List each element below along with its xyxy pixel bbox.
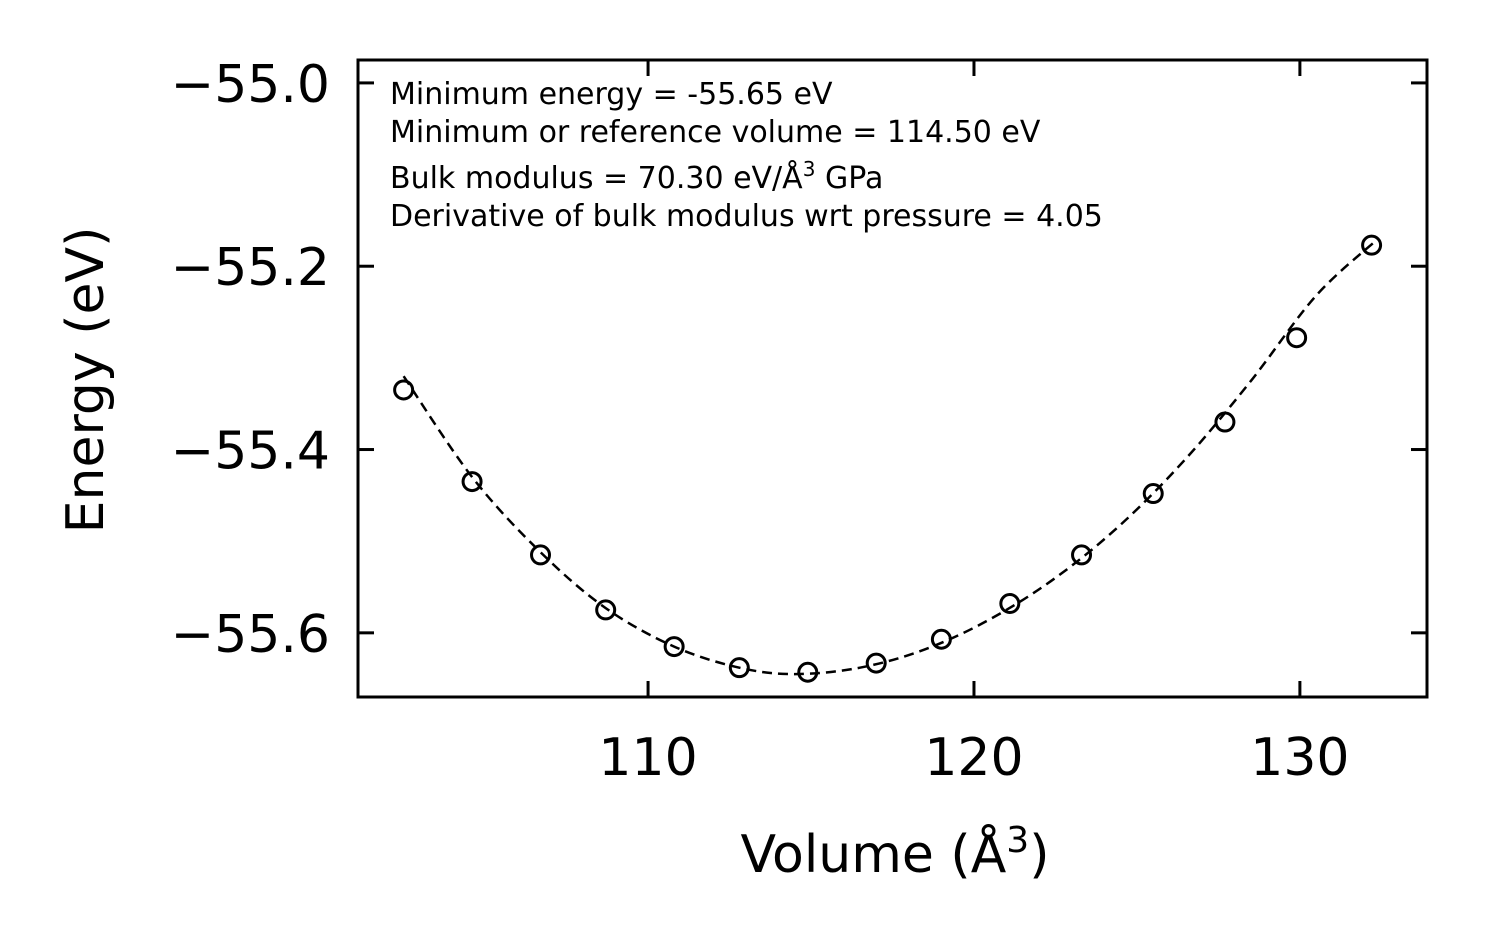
annotation-bulk-modulus-text: Bulk modulus = 70.30 eV/Å bbox=[390, 160, 803, 196]
y-tick-label: −55.0 bbox=[171, 55, 330, 115]
x-ticks: 110 120 130 bbox=[598, 60, 1350, 788]
x-axis-title: Volume (Å3) bbox=[741, 820, 1050, 885]
annotation-derivative: Derivative of bulk modulus wrt pressure … bbox=[390, 199, 1103, 234]
data-point bbox=[728, 657, 750, 679]
y-ticks: −55.6 −55.4 −55.2 −55.0 bbox=[171, 55, 1427, 665]
data-point bbox=[999, 593, 1021, 615]
y-tick-label: −55.6 bbox=[171, 605, 330, 665]
x-tick-label: 110 bbox=[598, 728, 697, 788]
data-point bbox=[393, 379, 415, 401]
data-point bbox=[865, 652, 887, 674]
data-points bbox=[393, 234, 1383, 683]
data-point bbox=[595, 599, 617, 621]
data-point bbox=[1142, 483, 1164, 505]
annotation-bulk-modulus-sup: 3 bbox=[803, 157, 816, 181]
x-tick-label: 130 bbox=[1250, 728, 1349, 788]
y-tick-label: −55.2 bbox=[171, 238, 330, 298]
x-axis-title-close: ) bbox=[1029, 825, 1049, 885]
data-point bbox=[797, 661, 819, 683]
annotation-min-energy: Minimum energy = -55.65 eV bbox=[390, 77, 833, 112]
data-point bbox=[1361, 234, 1383, 256]
data-point bbox=[530, 544, 552, 566]
data-point bbox=[1286, 327, 1308, 349]
plot-area: −55.6 −55.4 −55.2 −55.0 110 120 130 Minimum e… bbox=[171, 55, 1429, 788]
annotation-bulk-modulus: Bulk modulus = 70.30 eV/Å3 GPa bbox=[390, 157, 883, 196]
y-axis-title: Energy (eV) bbox=[56, 227, 116, 534]
fit-curve bbox=[402, 237, 1379, 676]
annotation-min-volume: Minimum or reference volume = 114.50 eV bbox=[390, 115, 1041, 150]
data-point bbox=[663, 636, 685, 658]
data-point bbox=[461, 471, 483, 493]
data-point bbox=[1214, 411, 1236, 433]
plot-frame bbox=[356, 58, 1429, 699]
annotation-bulk-modulus-tail: GPa bbox=[815, 161, 883, 196]
annotation-box: Minimum energy = -55.65 eV Minimum or re… bbox=[390, 77, 1103, 234]
data-point bbox=[1071, 544, 1093, 566]
x-axis-title-text: Volume (Å bbox=[741, 823, 1007, 885]
x-tick-label: 120 bbox=[924, 728, 1023, 788]
y-tick-label: −55.4 bbox=[171, 422, 330, 482]
x-axis-title-sup: 3 bbox=[1006, 820, 1029, 861]
data-point bbox=[930, 628, 952, 650]
